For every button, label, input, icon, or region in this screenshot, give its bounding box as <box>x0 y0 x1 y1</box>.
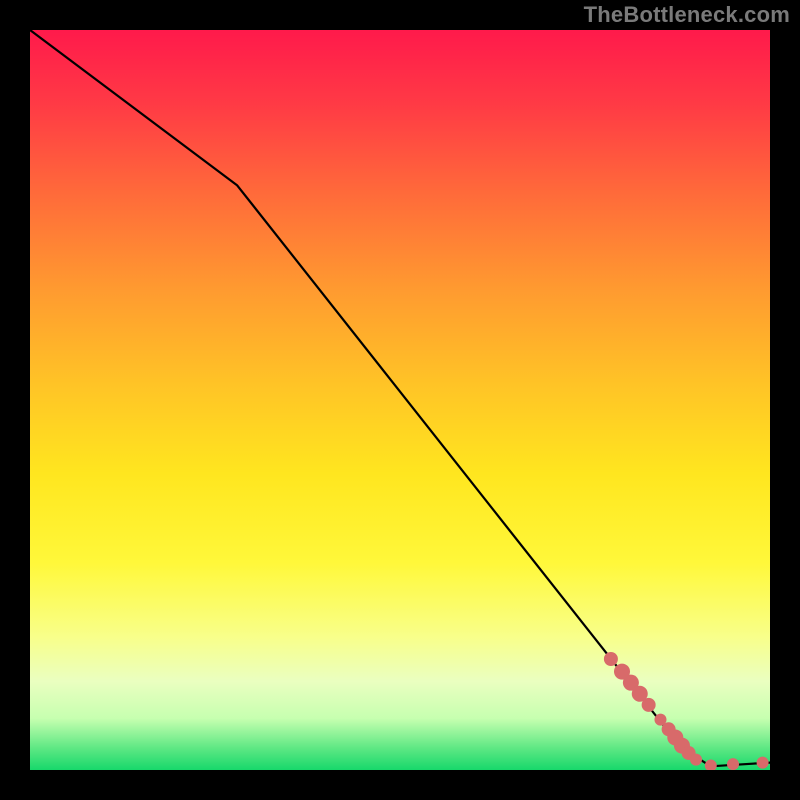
marker-point <box>690 754 702 766</box>
plot-area <box>30 30 770 770</box>
watermark-text: TheBottleneck.com <box>584 2 790 28</box>
gradient-background <box>30 30 770 770</box>
marker-point <box>727 758 739 770</box>
marker-point <box>757 757 769 769</box>
marker-point <box>604 652 618 666</box>
chart-svg <box>30 30 770 770</box>
chart-frame: TheBottleneck.com <box>0 0 800 800</box>
marker-point <box>642 698 656 712</box>
